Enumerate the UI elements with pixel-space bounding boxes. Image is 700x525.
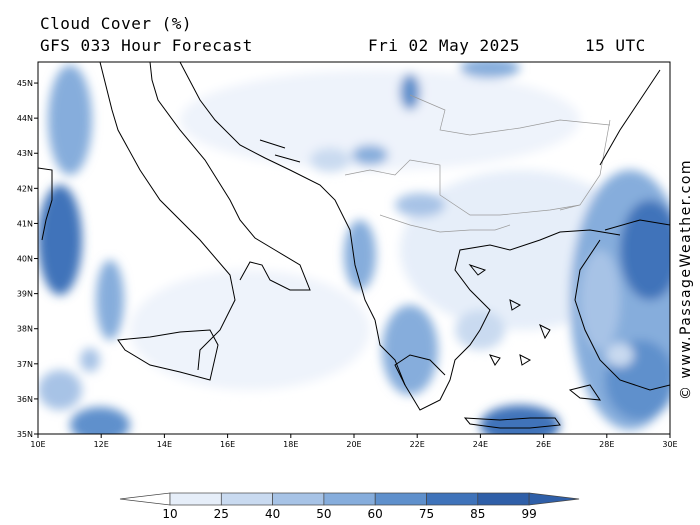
lat-tick-label: 40N xyxy=(17,255,33,264)
lon-tick-label: 26E xyxy=(536,440,551,449)
lat-tick-label: 42N xyxy=(17,184,33,193)
lon-tick-label: 16E xyxy=(220,440,235,449)
colorbar-label: 75 xyxy=(419,507,434,521)
lat-tick-label: 37N xyxy=(17,360,33,369)
colorbar-label: 60 xyxy=(368,507,383,521)
colorbar-segment xyxy=(220,492,273,506)
coastlines xyxy=(38,62,670,429)
colorbar: 10 25 40 50 60 75 85 99 xyxy=(119,492,580,521)
country-borders xyxy=(344,94,611,233)
lon-tick-label: 20E xyxy=(346,440,361,449)
colorbar-segment xyxy=(477,492,530,506)
valid-time-label: 15 UTC xyxy=(585,36,646,55)
colorbar-segment xyxy=(272,492,325,506)
lat-tick-label: 41N xyxy=(17,219,33,228)
lat-tick-label: 43N xyxy=(17,149,33,158)
lon-tick-label: 22E xyxy=(410,440,425,449)
valid-date-label: Fri 02 May 2025 xyxy=(368,36,520,55)
colorbar-segment xyxy=(169,492,222,506)
lon-tick-label: 24E xyxy=(473,440,488,449)
lon-tick-label: 28E xyxy=(599,440,614,449)
site-credit: © www.PassageWeather.com xyxy=(678,158,694,400)
cloud-field xyxy=(38,62,670,434)
lon-tick-label: 14E xyxy=(157,440,172,449)
colorbar-label: 40 xyxy=(265,507,280,521)
colorbar-label: 25 xyxy=(214,507,229,521)
lon-tick-label: 30E xyxy=(662,440,677,449)
colorbar-segment xyxy=(323,492,376,506)
longitude-axis: 10E 12E 14E 16E 18E 20E 22E 24E 26E 28E 30E xyxy=(30,434,678,449)
colorbar-segment xyxy=(426,492,479,506)
colorbar-segment xyxy=(374,492,427,506)
lat-tick-label: 36N xyxy=(17,395,33,404)
colorbar-arrow-high xyxy=(528,492,580,506)
lat-tick-label: 45N xyxy=(17,79,33,88)
lat-tick-label: 39N xyxy=(17,290,33,299)
lat-tick-label: 38N xyxy=(17,325,33,334)
lon-tick-label: 10E xyxy=(30,440,45,449)
lon-tick-label: 18E xyxy=(283,440,298,449)
colorbar-label: 10 xyxy=(162,507,177,521)
latitude-axis: 45N 44N 43N 42N 41N 40N 39N 38N 37N 36N 35N xyxy=(17,79,38,439)
chart-title: Cloud Cover (%) xyxy=(40,14,192,33)
model-run-label: GFS 033 Hour Forecast xyxy=(40,36,253,55)
colorbar-arrow-low xyxy=(119,492,171,506)
lon-tick-label: 12E xyxy=(94,440,109,449)
colorbar-label: 99 xyxy=(521,507,536,521)
colorbar-label: 50 xyxy=(316,507,331,521)
lat-tick-label: 44N xyxy=(17,114,33,123)
lat-tick-label: 35N xyxy=(17,430,33,439)
colorbar-label: 85 xyxy=(470,507,485,521)
